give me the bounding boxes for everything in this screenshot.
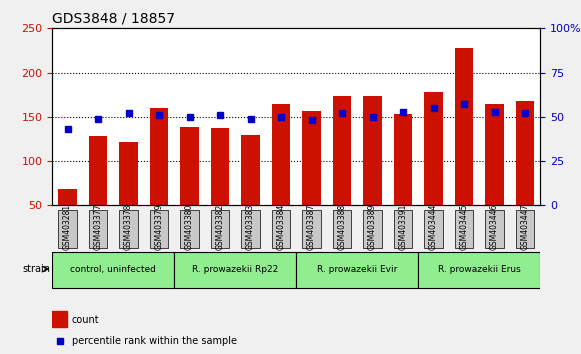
FancyBboxPatch shape	[52, 252, 174, 288]
Bar	[89, 136, 107, 250]
Bar	[424, 92, 443, 250]
Text: GSM403445: GSM403445	[460, 203, 468, 250]
FancyBboxPatch shape	[119, 210, 138, 248]
Bar	[516, 101, 534, 250]
Bar	[272, 104, 290, 250]
FancyBboxPatch shape	[394, 210, 412, 248]
Bar	[455, 48, 473, 250]
FancyBboxPatch shape	[150, 210, 168, 248]
Text: R. prowazekii Rp22: R. prowazekii Rp22	[192, 264, 278, 274]
Bar	[485, 104, 504, 250]
Text: GSM403377: GSM403377	[94, 203, 102, 250]
FancyBboxPatch shape	[455, 210, 473, 248]
Text: GSM403387: GSM403387	[307, 203, 316, 250]
FancyBboxPatch shape	[272, 210, 290, 248]
FancyBboxPatch shape	[302, 210, 321, 248]
FancyBboxPatch shape	[418, 252, 540, 288]
FancyBboxPatch shape	[424, 210, 443, 248]
Text: GSM403379: GSM403379	[155, 203, 163, 250]
Text: GSM403383: GSM403383	[246, 203, 255, 250]
FancyBboxPatch shape	[516, 210, 534, 248]
Bar	[119, 142, 138, 250]
Text: percentile rank within the sample: percentile rank within the sample	[72, 336, 237, 346]
Text: GSM403384: GSM403384	[277, 203, 285, 250]
Bar	[333, 96, 351, 250]
FancyBboxPatch shape	[211, 210, 229, 248]
Text: GSM403388: GSM403388	[338, 204, 346, 250]
FancyBboxPatch shape	[485, 210, 504, 248]
Bar	[150, 108, 168, 250]
Text: GSM403389: GSM403389	[368, 203, 377, 250]
Bar	[58, 189, 77, 250]
Text: GDS3848 / 18857: GDS3848 / 18857	[52, 12, 175, 26]
Text: GSM403444: GSM403444	[429, 203, 438, 250]
Text: GSM403281: GSM403281	[63, 204, 72, 250]
Bar	[363, 96, 382, 250]
Text: GSM403447: GSM403447	[521, 203, 529, 250]
Text: GSM403378: GSM403378	[124, 203, 133, 250]
Text: GSM403382: GSM403382	[216, 204, 224, 250]
Text: GSM403446: GSM403446	[490, 203, 499, 250]
FancyBboxPatch shape	[89, 210, 107, 248]
FancyBboxPatch shape	[180, 210, 199, 248]
FancyBboxPatch shape	[363, 210, 382, 248]
Bar	[211, 128, 229, 250]
FancyBboxPatch shape	[58, 210, 77, 248]
Bar	[180, 127, 199, 250]
FancyBboxPatch shape	[296, 252, 418, 288]
Text: GSM403391: GSM403391	[399, 203, 407, 250]
Bar	[241, 135, 260, 250]
FancyBboxPatch shape	[241, 210, 260, 248]
Text: count: count	[72, 315, 99, 325]
Text: strain: strain	[23, 264, 51, 274]
Text: R. prowazekii Erus: R. prowazekii Erus	[438, 264, 521, 274]
Text: control, uninfected: control, uninfected	[70, 264, 156, 274]
FancyBboxPatch shape	[333, 210, 351, 248]
FancyBboxPatch shape	[174, 252, 296, 288]
Bar	[302, 110, 321, 250]
Text: GSM403380: GSM403380	[185, 203, 194, 250]
Bar	[52, 312, 67, 327]
Bar	[394, 114, 412, 250]
Text: R. prowazekii Evir: R. prowazekii Evir	[317, 264, 397, 274]
